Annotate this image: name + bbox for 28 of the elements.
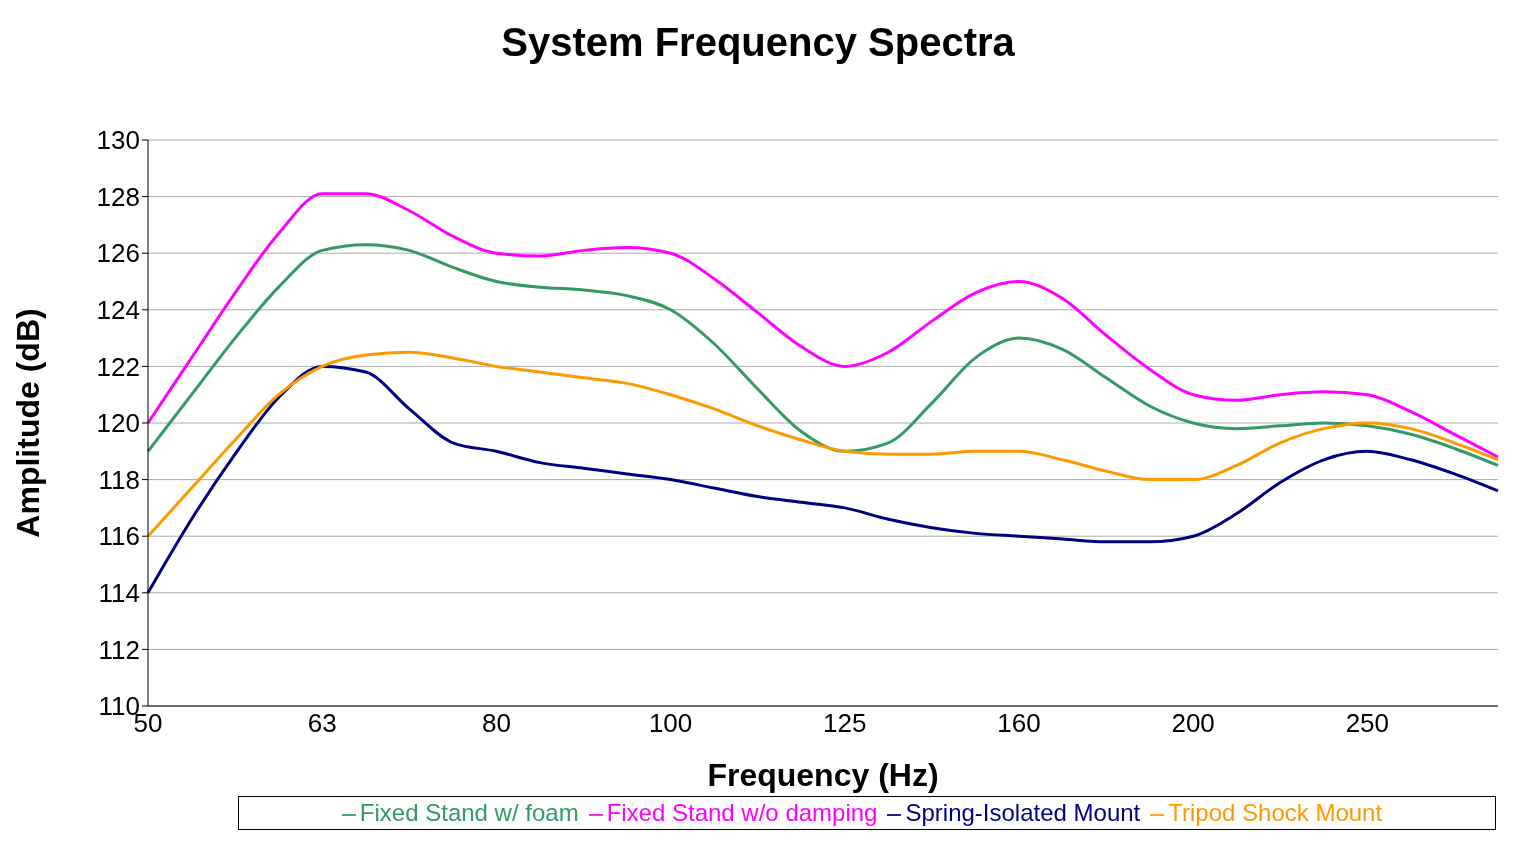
legend-label: Spring-Isolated Mount: [905, 799, 1141, 826]
y-axis-title: Amplitude (dB): [10, 308, 47, 538]
y-tick-label: 128: [96, 181, 140, 212]
legend-label: Tripod Shock Mount: [1168, 799, 1383, 826]
y-tick-label: 124: [96, 295, 140, 326]
x-tick-label: 200: [1171, 708, 1215, 739]
legend-label: Fixed Stand w/ foam: [359, 799, 579, 826]
y-tick-label: 130: [96, 125, 140, 156]
line-series: [146, 243, 1500, 467]
line-series: [146, 350, 1500, 538]
y-tick-label: 120: [96, 408, 140, 439]
y-tick-label: 112: [98, 634, 140, 665]
line-series: [146, 364, 1500, 595]
x-tick-label: 125: [823, 708, 867, 739]
legend-label: Fixed Stand w/o damping: [606, 799, 878, 826]
y-tick-label: 122: [96, 351, 140, 382]
x-tick-label: 160: [997, 708, 1041, 739]
chart-title: System Frequency Spectra: [500, 20, 1016, 66]
line-series: [146, 192, 1500, 459]
y-tick-label: 126: [96, 238, 140, 269]
x-axis-title: Frequency (Hz): [707, 757, 939, 793]
y-tick-label: 116: [98, 521, 140, 552]
y-tick-label: 118: [98, 464, 140, 495]
x-tick-label: 80: [481, 708, 511, 739]
x-tick-label: 63: [307, 708, 337, 739]
x-tick-label: 100: [648, 708, 693, 739]
x-tick-label: 250: [1345, 708, 1390, 739]
y-tick-label: 114: [98, 578, 140, 609]
